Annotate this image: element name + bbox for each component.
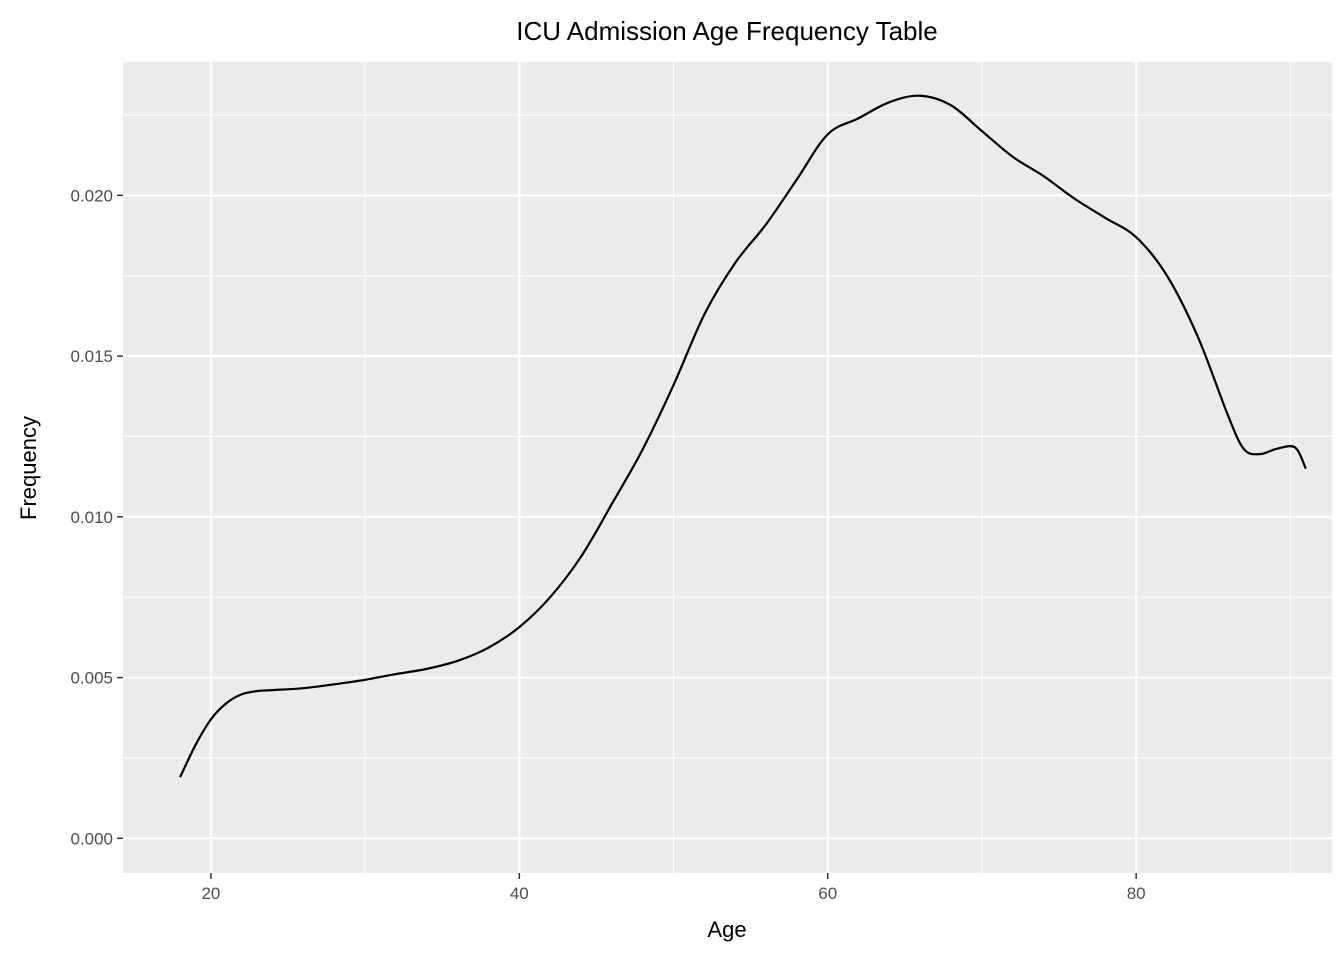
x-tick-label: 60 — [818, 884, 837, 903]
x-tick-label: 80 — [1127, 884, 1146, 903]
chart-title: ICU Admission Age Frequency Table — [516, 16, 938, 46]
y-tick-label: 0.005 — [70, 669, 113, 688]
y-tick-label: 0.015 — [70, 347, 113, 366]
x-tick-label: 40 — [510, 884, 529, 903]
major-gridlines — [123, 62, 1332, 873]
x-axis: 20 40 60 80 — [201, 873, 1146, 903]
y-tick-label: 0.000 — [70, 829, 113, 848]
y-tick-label: 0.020 — [70, 186, 113, 205]
x-axis-title: Age — [707, 917, 746, 942]
x-tick-label: 20 — [201, 884, 220, 903]
minor-gridlines — [123, 62, 1332, 873]
plot-panel — [123, 62, 1332, 873]
series-line — [179, 94, 1307, 778]
y-axis: 0.000 0.005 0.010 0.015 0.020 — [70, 186, 123, 848]
y-tick-label: 0.010 — [70, 508, 113, 527]
y-axis-title: Frequency — [16, 416, 41, 520]
